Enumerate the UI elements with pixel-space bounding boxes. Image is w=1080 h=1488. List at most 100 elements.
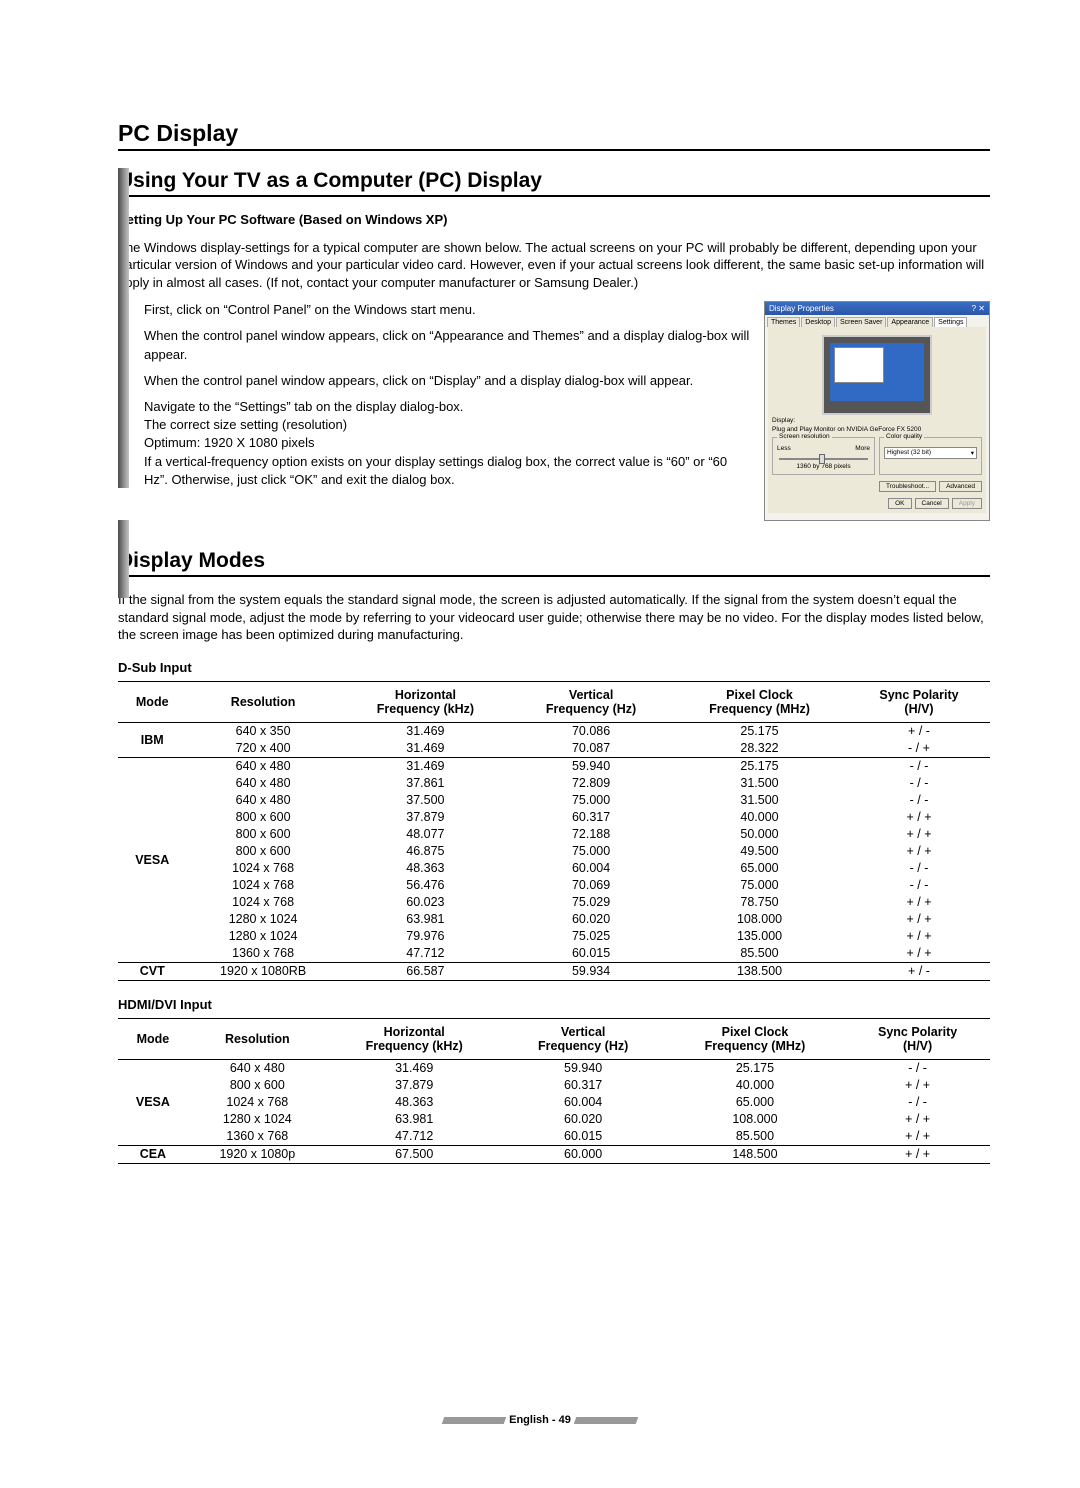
data-cell: 1920 x 1080RB <box>186 962 339 980</box>
data-cell: 25.175 <box>665 1059 845 1077</box>
data-cell: 37.879 <box>340 809 511 826</box>
table-row: 1280 x 102479.97675.025135.000+ / + <box>118 928 990 945</box>
data-cell: 1280 x 1024 <box>186 911 339 928</box>
data-cell: + / + <box>848 843 990 860</box>
data-cell: 640 x 480 <box>186 757 339 775</box>
hdmi-title: HDMI/DVI Input <box>118 997 990 1012</box>
window-tabs: ThemesDesktopScreen SaverAppearanceSetti… <box>765 315 989 327</box>
data-cell: 640 x 480 <box>186 792 339 809</box>
data-cell: 31.469 <box>340 722 511 740</box>
decorative-sidebar <box>118 168 129 488</box>
data-cell: 40.000 <box>671 809 848 826</box>
table-row: VESA640 x 48031.46959.94025.175- / - <box>118 757 990 775</box>
data-cell: 78.750 <box>671 894 848 911</box>
data-cell: - / - <box>848 860 990 877</box>
data-cell: 48.363 <box>340 860 511 877</box>
window-tab[interactable]: Settings <box>934 317 967 327</box>
mode-cell: CEA <box>118 1145 188 1163</box>
table-row: 1280 x 102463.98160.020108.000+ / + <box>118 1111 990 1128</box>
ok-button[interactable]: OK <box>888 498 911 509</box>
data-cell: 28.322 <box>671 740 848 758</box>
table-row: 1024 x 76856.47670.06975.000- / - <box>118 877 990 894</box>
data-cell: 66.587 <box>340 962 511 980</box>
data-cell: 70.087 <box>511 740 671 758</box>
window-title: Display Properties <box>769 304 834 313</box>
data-cell: 1024 x 768 <box>188 1094 327 1111</box>
resolution-group: Screen resolution Less More 1360 by 768 … <box>772 437 875 475</box>
data-cell: 640 x 350 <box>186 722 339 740</box>
window-tab[interactable]: Desktop <box>801 317 835 327</box>
data-cell: 800 x 600 <box>186 826 339 843</box>
data-cell: 31.469 <box>340 740 511 758</box>
table-row: 800 x 60048.07772.18850.000+ / + <box>118 826 990 843</box>
mode-cell: IBM <box>118 722 186 757</box>
footer-decoration <box>574 1417 639 1424</box>
data-cell: 37.500 <box>340 792 511 809</box>
color-quality-group: Color quality Highest (32 bit)▾ <box>879 437 982 475</box>
apply-button[interactable]: Apply <box>952 498 982 509</box>
data-cell: 1360 x 768 <box>186 945 339 963</box>
table-row: 1280 x 102463.98160.020108.000+ / + <box>118 911 990 928</box>
data-cell: 56.476 <box>340 877 511 894</box>
data-cell: 37.879 <box>327 1077 502 1094</box>
data-cell: - / + <box>848 740 990 758</box>
data-cell: 135.000 <box>671 928 848 945</box>
table-row: 800 x 60037.87960.31740.000+ / + <box>118 1077 990 1094</box>
data-cell: 72.809 <box>511 775 671 792</box>
table-row: CVT1920 x 1080RB66.58759.934138.500+ / - <box>118 962 990 980</box>
window-tab[interactable]: Themes <box>767 317 800 327</box>
data-cell: + / - <box>848 722 990 740</box>
table-row: IBM640 x 35031.46970.08625.175+ / - <box>118 722 990 740</box>
data-cell: + / - <box>848 962 990 980</box>
data-cell: 75.025 <box>511 928 671 945</box>
table-row: 640 x 48037.50075.00031.500- / - <box>118 792 990 809</box>
data-cell: + / + <box>848 809 990 826</box>
data-cell: 49.500 <box>671 843 848 860</box>
cancel-button[interactable]: Cancel <box>915 498 949 509</box>
data-cell: 31.500 <box>671 792 848 809</box>
column-header: VerticalFrequency (Hz) <box>511 681 671 722</box>
display-label: Display: <box>772 417 982 424</box>
mode-cell: CVT <box>118 962 186 980</box>
data-cell: 1280 x 1024 <box>188 1111 327 1128</box>
data-cell: 75.000 <box>511 792 671 809</box>
page-title: PC Display <box>118 120 990 151</box>
data-cell: 108.000 <box>665 1111 845 1128</box>
step-item: 4.Navigate to the “Settings” tab on the … <box>118 398 752 489</box>
data-cell: + / + <box>848 928 990 945</box>
column-header: Mode <box>118 1018 188 1059</box>
window-tab[interactable]: Screen Saver <box>836 317 886 327</box>
data-cell: 31.469 <box>340 757 511 775</box>
data-cell: 46.875 <box>340 843 511 860</box>
advanced-button[interactable]: Advanced <box>939 481 982 492</box>
data-cell: 75.029 <box>511 894 671 911</box>
data-cell: 800 x 600 <box>186 809 339 826</box>
data-cell: 75.000 <box>671 877 848 894</box>
manual-page: PC Display Using Your TV as a Computer (… <box>0 0 1080 1488</box>
troubleshoot-button[interactable]: Troubleshoot... <box>879 481 936 492</box>
data-cell: 60.004 <box>502 1094 665 1111</box>
footer-decoration <box>442 1417 507 1424</box>
data-cell: 800 x 600 <box>186 843 339 860</box>
data-cell: 70.069 <box>511 877 671 894</box>
mode-cell: VESA <box>118 757 186 962</box>
window-tab[interactable]: Appearance <box>887 317 933 327</box>
column-header: HorizontalFrequency (kHz) <box>327 1018 502 1059</box>
mode-cell: VESA <box>118 1059 188 1145</box>
step-item: 2.When the control panel window appears,… <box>118 327 752 363</box>
data-cell: 48.363 <box>327 1094 502 1111</box>
data-cell: + / + <box>845 1145 990 1163</box>
data-cell: 60.015 <box>511 945 671 963</box>
page-footer: English - 49 <box>0 1414 1080 1426</box>
data-cell: 108.000 <box>671 911 848 928</box>
column-header: Mode <box>118 681 186 722</box>
data-cell: 60.000 <box>502 1145 665 1163</box>
data-cell: 65.000 <box>665 1094 845 1111</box>
decorative-sidebar <box>118 520 129 598</box>
data-cell: 59.934 <box>511 962 671 980</box>
data-cell: - / - <box>848 877 990 894</box>
data-cell: - / - <box>848 757 990 775</box>
hdmi-table: ModeResolutionHorizontalFrequency (kHz)V… <box>118 1018 990 1164</box>
data-cell: 60.004 <box>511 860 671 877</box>
data-cell: 640 x 480 <box>186 775 339 792</box>
